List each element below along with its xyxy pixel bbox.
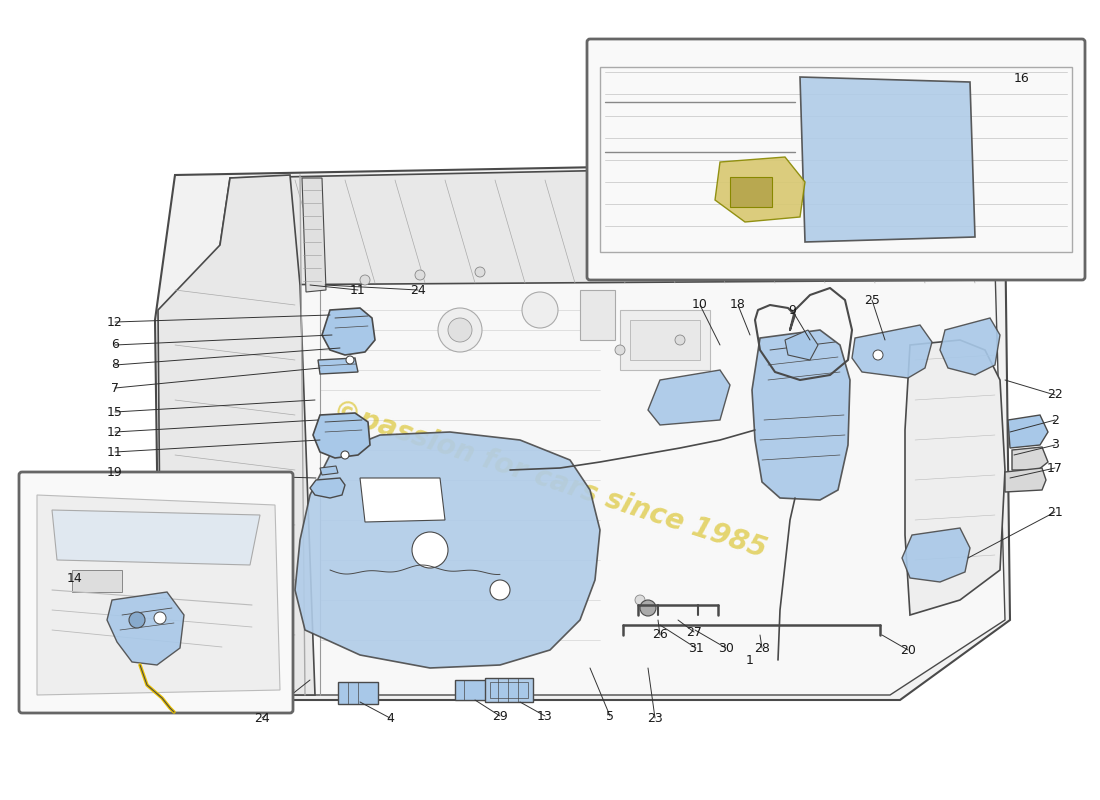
Circle shape: [873, 350, 883, 360]
Circle shape: [415, 270, 425, 280]
Text: 27: 27: [686, 626, 702, 638]
Text: 19: 19: [107, 466, 123, 478]
Text: 29: 29: [492, 710, 508, 722]
Polygon shape: [1008, 415, 1048, 448]
Bar: [600, 67, 1072, 252]
Circle shape: [475, 267, 485, 277]
Text: 9: 9: [788, 303, 796, 317]
Polygon shape: [310, 478, 345, 498]
Polygon shape: [314, 413, 370, 458]
Text: 4: 4: [386, 711, 394, 725]
Circle shape: [448, 318, 472, 342]
Polygon shape: [940, 318, 1000, 375]
Polygon shape: [1005, 468, 1046, 492]
Polygon shape: [905, 340, 1005, 615]
Bar: [455, 680, 487, 700]
Bar: [338, 682, 378, 704]
Circle shape: [346, 356, 354, 364]
Polygon shape: [295, 432, 600, 668]
Text: 12: 12: [107, 426, 123, 438]
Text: 20: 20: [900, 643, 916, 657]
Bar: [72, 570, 122, 592]
Polygon shape: [220, 163, 998, 285]
Polygon shape: [52, 510, 260, 565]
Text: 1: 1: [746, 654, 754, 666]
Polygon shape: [320, 466, 338, 475]
Bar: [490, 682, 528, 698]
Polygon shape: [785, 330, 818, 360]
Polygon shape: [648, 370, 730, 425]
Circle shape: [154, 612, 166, 624]
Circle shape: [360, 275, 370, 285]
Polygon shape: [37, 495, 280, 695]
Text: ©passion for cars since 1985: ©passion for cars since 1985: [330, 397, 770, 563]
Text: 11: 11: [350, 283, 366, 297]
Text: 24: 24: [410, 283, 426, 297]
Polygon shape: [752, 330, 850, 500]
Text: 13: 13: [537, 710, 553, 722]
Polygon shape: [715, 157, 805, 222]
Text: 7: 7: [111, 382, 119, 394]
Text: 28: 28: [755, 642, 770, 654]
Polygon shape: [162, 268, 1005, 695]
Bar: [485, 678, 534, 702]
Text: 10: 10: [692, 298, 708, 311]
Text: 2: 2: [1052, 414, 1059, 426]
Polygon shape: [318, 358, 358, 374]
Polygon shape: [360, 478, 446, 522]
Circle shape: [438, 308, 482, 352]
Polygon shape: [107, 592, 184, 665]
Circle shape: [412, 532, 448, 568]
Circle shape: [715, 260, 725, 270]
Circle shape: [490, 580, 510, 600]
Circle shape: [635, 595, 645, 605]
Bar: [620, 310, 710, 370]
Circle shape: [522, 292, 558, 328]
Polygon shape: [336, 340, 348, 350]
Circle shape: [675, 335, 685, 345]
Circle shape: [615, 345, 625, 355]
Text: 17: 17: [1047, 462, 1063, 474]
Text: 25: 25: [865, 294, 880, 306]
Bar: [730, 177, 772, 207]
Text: 16: 16: [1014, 71, 1030, 85]
Text: 26: 26: [652, 629, 668, 642]
Circle shape: [815, 257, 825, 267]
Text: 11: 11: [107, 446, 123, 458]
Polygon shape: [1012, 447, 1048, 470]
Text: 8: 8: [111, 358, 119, 371]
Text: 31: 31: [689, 642, 704, 654]
Circle shape: [341, 451, 349, 459]
Text: 3: 3: [1052, 438, 1059, 451]
Polygon shape: [322, 308, 375, 355]
Circle shape: [615, 263, 625, 273]
Polygon shape: [852, 325, 932, 378]
Text: 5: 5: [606, 710, 614, 722]
Text: 22: 22: [1047, 389, 1063, 402]
Text: 14: 14: [67, 571, 82, 585]
Text: 23: 23: [647, 711, 663, 725]
Text: 15: 15: [107, 406, 123, 418]
Bar: [630, 320, 700, 360]
Polygon shape: [800, 77, 975, 242]
FancyBboxPatch shape: [587, 39, 1085, 280]
Polygon shape: [158, 175, 315, 695]
Polygon shape: [155, 160, 1010, 700]
Text: 30: 30: [718, 642, 734, 654]
Text: 21: 21: [1047, 506, 1063, 518]
FancyBboxPatch shape: [19, 472, 293, 713]
Text: 24: 24: [254, 711, 270, 725]
Text: 6: 6: [111, 338, 119, 351]
Polygon shape: [302, 178, 326, 292]
Circle shape: [640, 600, 656, 616]
Circle shape: [129, 612, 145, 628]
Bar: [580, 290, 615, 340]
Polygon shape: [902, 528, 970, 582]
Text: 12: 12: [107, 315, 123, 329]
Text: 18: 18: [730, 298, 746, 311]
